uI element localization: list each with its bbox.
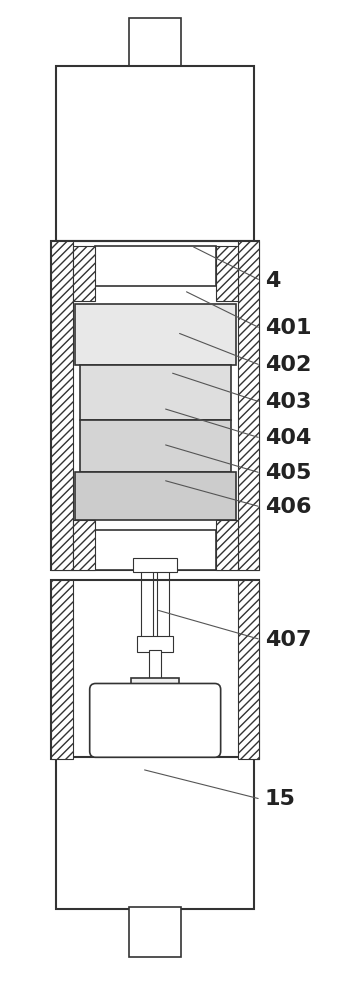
Text: 402: 402 [265, 355, 311, 375]
Bar [131, 678, 179, 699]
Bar [51, 241, 73, 570]
Bar [141, 568, 153, 640]
Text: 403: 403 [265, 392, 311, 412]
Bar [238, 241, 259, 570]
Bar [149, 650, 161, 684]
Text: 407: 407 [265, 630, 311, 650]
Bar [157, 568, 169, 640]
Bar [75, 472, 235, 520]
Bar [51, 580, 259, 759]
Text: 401: 401 [265, 318, 311, 338]
Text: 405: 405 [265, 463, 311, 483]
Bar [129, 18, 181, 66]
Bar [96, 737, 215, 759]
Bar [51, 580, 73, 759]
Bar [216, 246, 238, 301]
Text: 404: 404 [265, 428, 311, 448]
Bar [238, 580, 259, 759]
Bar [80, 420, 230, 472]
Bar [51, 241, 259, 570]
Text: 406: 406 [265, 497, 311, 517]
FancyBboxPatch shape [90, 683, 221, 757]
Bar [73, 520, 95, 570]
Bar [95, 246, 216, 286]
Bar [216, 520, 238, 570]
Bar [129, 907, 181, 957]
Bar [56, 757, 255, 909]
Bar [95, 530, 216, 570]
Bar [80, 365, 230, 420]
Bar [133, 558, 177, 572]
Bar [75, 304, 235, 365]
Text: 15: 15 [265, 789, 296, 809]
Bar [73, 246, 95, 301]
Bar [56, 66, 255, 241]
Bar [137, 636, 173, 652]
Text: 4: 4 [265, 271, 280, 291]
